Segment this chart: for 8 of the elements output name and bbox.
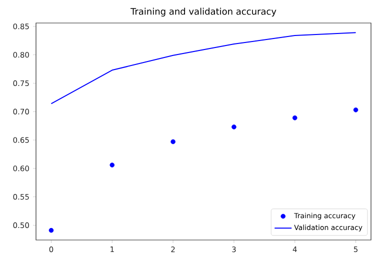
point (353, 108, 358, 112)
point (292, 115, 298, 120)
chart-title: Training and validation accuracy (130, 8, 276, 17)
point (232, 124, 236, 130)
point (170, 139, 176, 144)
line-series (50, 32, 356, 104)
point (110, 162, 115, 168)
point (48, 228, 54, 233)
